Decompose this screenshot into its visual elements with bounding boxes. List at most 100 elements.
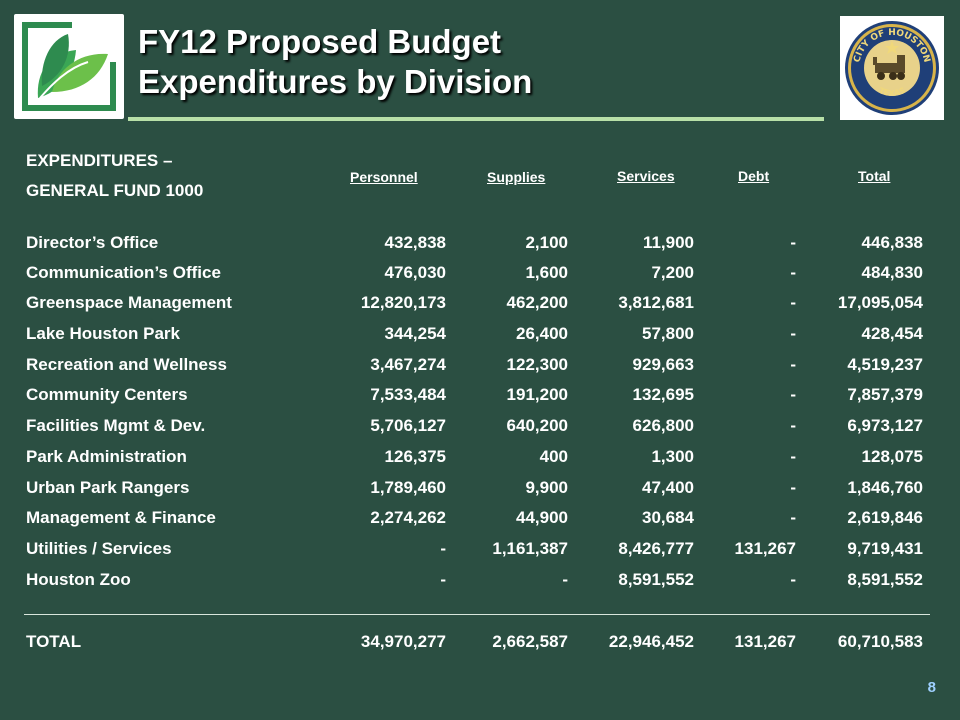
cell-debt: - <box>790 416 796 435</box>
cell-personnel: 5,706,127 <box>370 416 446 435</box>
cell-supplies: 44,900 <box>516 508 568 527</box>
table-row: Facilities Mgmt & Dev. 5,706,127 640,200… <box>26 411 926 441</box>
cell-supplies: 191,200 <box>506 385 568 404</box>
cell-debt: - <box>790 570 796 589</box>
row-name: Houston Zoo <box>26 570 131 589</box>
table-row: Houston Zoo - - 8,591,552 - 8,591,552 <box>26 565 926 595</box>
table-row: Urban Park Rangers 1,789,460 9,900 47,40… <box>26 473 926 503</box>
cell-services: 1,300 <box>651 447 694 466</box>
row-name: Greenspace Management <box>26 293 232 312</box>
section-label-line-2: GENERAL FUND 1000 <box>26 181 204 200</box>
table-row: Greenspace Management 12,820,173 462,200… <box>26 288 926 318</box>
column-header-total: Total <box>858 168 891 184</box>
cell-supplies: 2,100 <box>525 233 568 252</box>
title-line-2: Expenditures by Division <box>138 63 533 100</box>
cell-personnel: - <box>440 570 446 589</box>
column-header-supplies: Supplies <box>487 169 546 185</box>
row-name: Community Centers <box>26 385 188 404</box>
cell-services: 626,800 <box>632 416 694 435</box>
cell-personnel: 3,467,274 <box>370 355 446 374</box>
table-row: Community Centers 7,533,484 191,200 132,… <box>26 380 926 410</box>
cell-services: 132,695 <box>632 385 694 404</box>
svg-text:TEXAS: TEXAS <box>877 86 907 98</box>
table-row: Utilities / Services - 1,161,387 8,426,7… <box>26 534 926 564</box>
cell-debt: - <box>790 293 796 312</box>
cell-personnel: 432,838 <box>384 233 446 252</box>
cell-personnel: 1,789,460 <box>370 478 446 497</box>
total-personnel: 34,970,277 <box>360 632 446 651</box>
cell-debt: - <box>790 324 796 343</box>
cell-debt: - <box>790 385 796 404</box>
row-name: Urban Park Rangers <box>26 478 190 497</box>
cell-services: 30,684 <box>642 508 694 527</box>
cell-total: 6,973,127 <box>847 416 923 435</box>
cell-services: 11,900 <box>642 233 694 252</box>
cell-debt: - <box>790 233 796 252</box>
cell-total: 446,838 <box>861 233 923 252</box>
cell-supplies: 9,900 <box>525 478 568 497</box>
total-services: 22,946,452 <box>608 632 694 651</box>
table-row: Communication’s Office 476,030 1,600 7,2… <box>26 258 926 288</box>
cell-services: 47,400 <box>642 478 694 497</box>
cell-debt: - <box>790 355 796 374</box>
cell-personnel: 476,030 <box>384 263 446 282</box>
cell-debt: - <box>790 478 796 497</box>
cell-supplies: 1,600 <box>525 263 568 282</box>
cell-personnel: - <box>440 539 446 558</box>
cell-personnel: 12,820,173 <box>360 293 446 312</box>
cell-supplies: - <box>562 570 568 589</box>
table-row: Lake Houston Park 344,254 26,400 57,800 … <box>26 319 926 349</box>
row-name: Director’s Office <box>26 233 159 252</box>
title-line-1: FY12 Proposed Budget <box>138 23 502 60</box>
column-header-services: Services <box>617 168 675 184</box>
cell-supplies: 26,400 <box>516 324 568 343</box>
row-name: Park Administration <box>26 447 187 466</box>
cell-personnel: 344,254 <box>384 324 446 343</box>
cell-total: 4,519,237 <box>847 355 923 374</box>
row-name: Recreation and Wellness <box>26 355 227 374</box>
cell-services: 7,200 <box>651 263 694 282</box>
logo-frame <box>22 22 116 111</box>
cell-debt: - <box>790 263 796 282</box>
row-name: Utilities / Services <box>26 539 172 558</box>
cell-supplies: 1,161,387 <box>492 539 568 558</box>
cell-supplies: 640,200 <box>506 416 568 435</box>
row-name: Facilities Mgmt & Dev. <box>26 416 206 435</box>
cell-supplies: 122,300 <box>506 355 568 374</box>
total-total: 60,710,583 <box>837 632 923 651</box>
cell-total: 7,857,379 <box>847 385 923 404</box>
row-name: Management & Finance <box>26 508 216 527</box>
cell-total: 428,454 <box>861 324 923 343</box>
cell-supplies: 462,200 <box>506 293 568 312</box>
title-underline <box>128 117 824 121</box>
column-header-debt: Debt <box>738 168 770 184</box>
page-number: 8 <box>927 679 936 696</box>
column-header-personnel: Personnel <box>350 169 418 185</box>
cell-services: 929,663 <box>632 355 694 374</box>
cell-debt: - <box>790 447 796 466</box>
city-seal: CITY OF HOUSTON TEXAS <box>840 16 944 120</box>
slide-title: FY12 Proposed Budget Expenditures by Div… <box>138 22 532 102</box>
total-label: TOTAL <box>26 632 82 651</box>
total-supplies: 2,662,587 <box>492 632 568 651</box>
section-label: EXPENDITURES – GENERAL FUND 1000 <box>26 146 306 206</box>
table-row: Park Administration 126,375 400 1,300 - … <box>26 442 926 472</box>
cell-personnel: 2,274,262 <box>370 508 446 527</box>
total-row: TOTAL 34,970,277 2,662,587 22,946,452 13… <box>26 627 926 657</box>
table-row: Recreation and Wellness 3,467,274 122,30… <box>26 350 926 380</box>
total-divider <box>24 614 930 615</box>
cell-total: 9,719,431 <box>847 539 923 558</box>
leaf-icon <box>37 34 108 99</box>
cell-debt: - <box>790 508 796 527</box>
cell-personnel: 7,533,484 <box>370 385 446 404</box>
row-name: Lake Houston Park <box>26 324 180 343</box>
seal-text-bottom: TEXAS <box>877 86 907 98</box>
section-label-line-1: EXPENDITURES – <box>26 151 173 170</box>
parks-logo <box>14 14 124 119</box>
cell-services: 3,812,681 <box>618 293 694 312</box>
cell-total: 484,830 <box>861 263 923 282</box>
cell-total: 17,095,054 <box>837 293 923 312</box>
total-debt: 131,267 <box>734 632 796 651</box>
cell-total: 8,591,552 <box>847 570 923 589</box>
cell-debt: 131,267 <box>734 539 796 558</box>
